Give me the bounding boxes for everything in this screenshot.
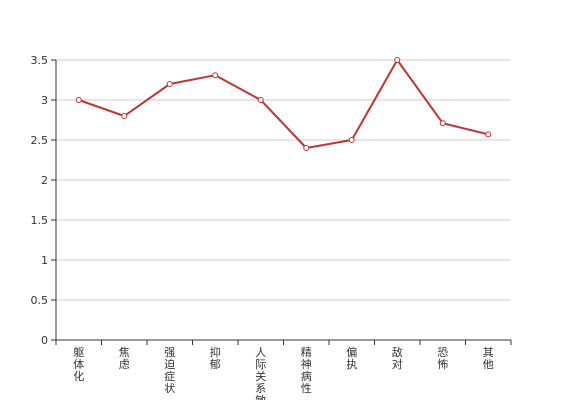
y-tick-label: 2: [41, 174, 48, 187]
x-tick-label: 焦虑: [119, 346, 130, 371]
grid-lines: [56, 59, 511, 301]
x-tick-label: 其他: [483, 346, 494, 371]
x-tick-label: 精神病性: [301, 346, 312, 395]
y-tick-label: 3.5: [31, 54, 49, 67]
x-tick-label: 敌对: [392, 345, 403, 371]
y-tick-label: 0: [41, 334, 48, 347]
data-point: [212, 72, 219, 79]
data-point: [121, 113, 128, 119]
data-point: [439, 120, 446, 127]
y-tick-label: 3: [41, 94, 48, 107]
x-tick-label: 恐怖: [437, 346, 448, 371]
data-point: [75, 97, 82, 103]
data-point: [394, 57, 401, 63]
y-tick-label: 1: [41, 254, 48, 267]
data-point: [348, 137, 355, 143]
x-tick-label: 人际关系敏感: [255, 346, 266, 400]
x-tick-labels: 躯体化 焦虑 强迫症状 抑郁 人际关系敏感 精神病性 偏执 敌对 恐怖 其他: [73, 345, 494, 400]
y-tick-label: 2.5: [31, 134, 49, 147]
y-tick-label: 0.5: [31, 294, 49, 307]
x-tick-label: 强迫症状: [164, 346, 175, 395]
data-point: [257, 97, 264, 103]
y-tick-labels: 0 0.5 1 1.5 2 2.5 3 3.5: [31, 54, 49, 347]
data-point: [303, 145, 310, 151]
data-point: [166, 81, 173, 87]
x-tick-label: 躯体化: [73, 346, 84, 383]
x-tick-label: 偏执: [346, 345, 357, 371]
series: [75, 57, 492, 151]
series-line: [78, 59, 489, 149]
y-tick-label: 1.5: [31, 214, 49, 227]
x-tick-label: 抑郁: [210, 345, 221, 371]
axes: [51, 59, 512, 345]
data-point: [485, 131, 492, 138]
